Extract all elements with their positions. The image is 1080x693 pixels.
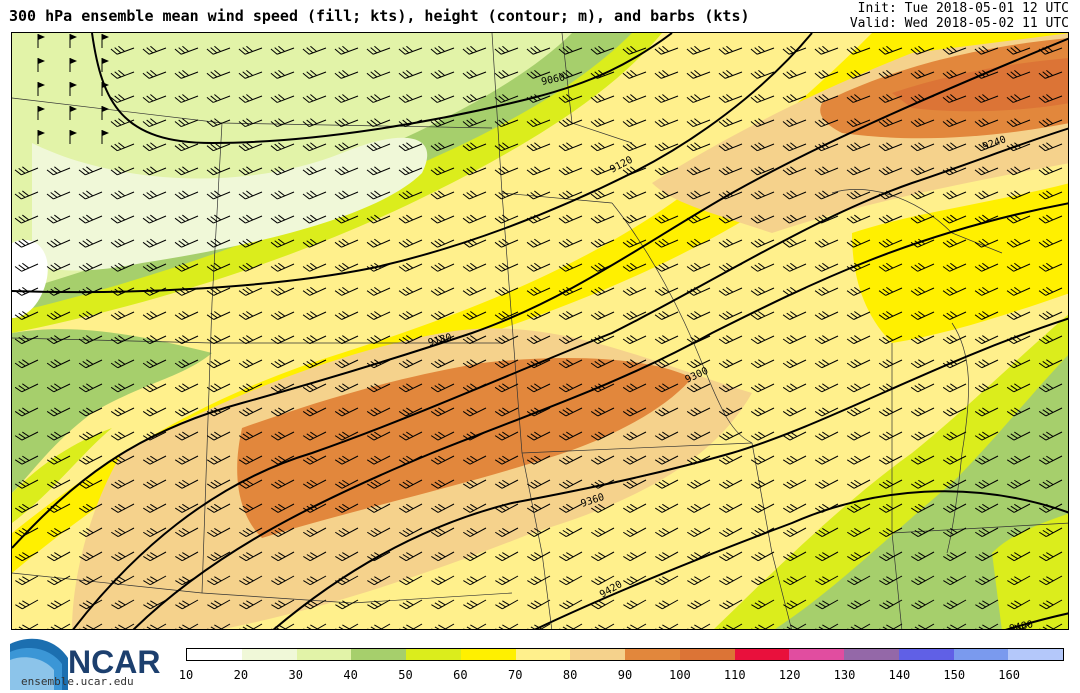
colorbar-tick-label: 110	[723, 668, 746, 682]
colorbar-segment	[241, 649, 297, 660]
colorbar-segment	[351, 649, 406, 660]
colorbar-tick-label: 140	[888, 668, 911, 682]
contour-label-9480: 9480	[1008, 619, 1034, 630]
colorbar-tick-label: 20	[233, 668, 249, 682]
colorbar-segment	[734, 649, 790, 660]
contour-9240	[72, 127, 1068, 629]
wind-map: 9060 9120 9180 9240 9300 9360 9420 9480	[12, 33, 1068, 630]
contour-9120	[12, 33, 813, 294]
fill-lt10	[12, 239, 48, 318]
ncar-logo	[10, 638, 68, 690]
contour-9180	[12, 37, 1068, 549]
colorbar-segment	[679, 649, 735, 660]
fill-50-60-w	[12, 428, 112, 523]
colorbar-segment	[570, 649, 625, 660]
colorbar-tick-label: 100	[669, 668, 691, 682]
colorbar-tick-label: 130	[833, 668, 856, 682]
contour-9300	[132, 202, 1068, 629]
fill-90-100	[237, 358, 692, 538]
colorbar-tick-label: 60	[453, 668, 468, 682]
colorbar-segment	[625, 649, 680, 660]
colorbar-tick-label: 50	[398, 668, 413, 682]
fill-20-30-nw	[32, 137, 428, 271]
fill-50-60-se2	[992, 513, 1068, 629]
colorbar-tick-label: 80	[562, 668, 578, 682]
colorbar-tick-label: 120	[778, 668, 801, 682]
logo-text: NCAR	[68, 644, 161, 680]
run-info: Init: Tue 2018-05-01 12 UTC Valid: Wed 2…	[850, 1, 1069, 31]
colorbar-tick-label: 70	[508, 668, 523, 682]
colorbar-ticks: 10 20 30 40 50 60 70 80 90 100 110 120 130 140 150 160	[179, 668, 1064, 682]
colorbar-tick-label: 160	[998, 668, 1020, 682]
chart-title: 300 hPa ensemble mean wind speed (fill; …	[9, 7, 750, 25]
colorbar-segment	[1008, 649, 1063, 660]
colorbar-tick-label: 90	[617, 668, 633, 682]
colorbar-tick-label: 150	[943, 668, 966, 682]
contour-label-9060: 9060	[540, 72, 566, 88]
logo-url[interactable]: ensemble.ucar.edu	[21, 675, 134, 688]
colorbar-segment	[460, 649, 516, 660]
colorbar-tick-label: 30	[288, 668, 303, 682]
colorbar-segment	[898, 649, 954, 660]
colorbar-segment	[789, 649, 844, 660]
fill-60-70-east	[852, 183, 1068, 343]
colorbar-segment	[844, 649, 899, 660]
colorbar-segment	[515, 649, 571, 660]
colorbar-tick-label: 10	[178, 668, 194, 682]
colorbar-segment	[296, 649, 352, 660]
colorbar	[186, 648, 1064, 661]
valid-time: Valid: Wed 2018-05-02 11 UTC	[849, 16, 1069, 31]
fill-40-50-w	[12, 329, 212, 493]
contour-9420	[533, 490, 1068, 629]
colorbar-segment	[187, 649, 242, 660]
contour-9480	[1005, 612, 1068, 629]
contour-9360	[272, 317, 1068, 629]
colorbar-segment	[406, 649, 461, 660]
map-panel: 9060 9120 9180 9240 9300 9360 9420 9480	[11, 32, 1069, 630]
colorbar-segment	[953, 649, 1009, 660]
colorbar-tick-label: 40	[343, 668, 358, 682]
init-time: Init: Tue 2018-05-01 12 UTC	[857, 1, 1069, 16]
